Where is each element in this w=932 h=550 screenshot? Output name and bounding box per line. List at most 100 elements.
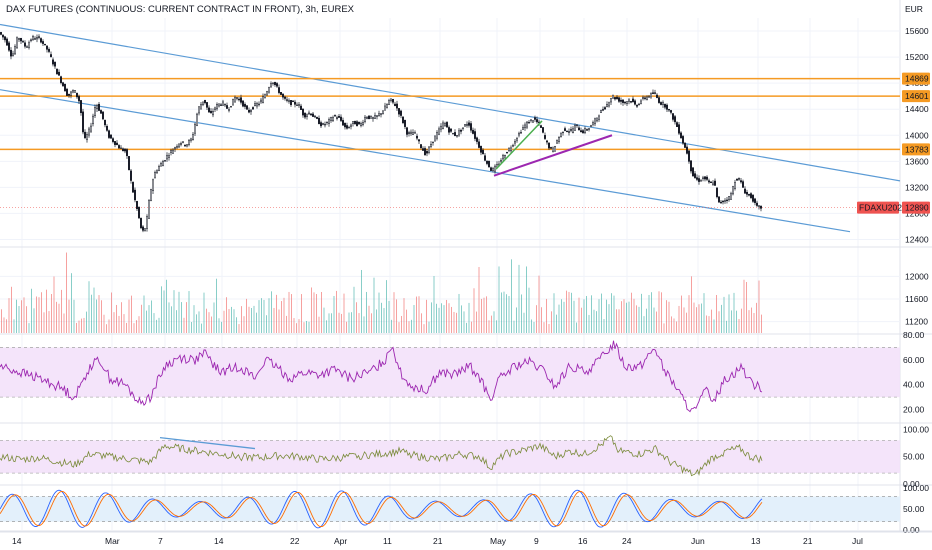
volume-bar: [568, 291, 570, 333]
volume-bar: [183, 317, 185, 333]
volume-bar: [203, 292, 205, 333]
volume-bar: [161, 286, 162, 333]
indicator2-band: [0, 440, 900, 474]
candle-body: [230, 105, 232, 108]
volume-bar: [273, 307, 275, 333]
candle-body: [374, 115, 376, 119]
volume-bar: [411, 319, 412, 333]
volume-bar: [303, 322, 305, 333]
candle-body: [10, 49, 12, 57]
volume-bar: [651, 292, 652, 333]
candle-body: [294, 101, 296, 105]
volume-bar: [126, 322, 127, 333]
volume-bar: [543, 322, 545, 333]
volume-bar: [506, 294, 507, 333]
volume-bar: [541, 307, 542, 333]
candle-body: [626, 101, 628, 105]
volume-bar: [238, 324, 240, 333]
volume-bar: [288, 291, 290, 333]
stoch-band: [0, 496, 900, 522]
candle-body: [710, 181, 712, 184]
candle-body: [392, 98, 394, 103]
candle-body: [616, 96, 618, 100]
volume-bar: [418, 296, 420, 333]
candle-body: [356, 121, 358, 126]
volume-bar: [348, 312, 350, 333]
volume-bar: [358, 313, 360, 333]
candle-body: [598, 115, 600, 120]
candle-body: [80, 100, 82, 114]
candle-body: [564, 128, 566, 131]
candle-body: [632, 98, 634, 103]
candle-body: [412, 132, 414, 135]
candle-body: [414, 132, 416, 134]
candle-body: [502, 155, 504, 160]
candle-body: [222, 101, 224, 106]
volume-bar: [263, 299, 265, 333]
volume-bar: [683, 307, 685, 333]
support-trend-line: [493, 134, 613, 177]
candle-body: [56, 68, 58, 75]
candle-body: [656, 94, 658, 98]
candle-body: [78, 96, 80, 102]
volume-bar: [518, 264, 520, 333]
candle-body: [678, 124, 680, 134]
candle-body: [492, 168, 494, 171]
volume-bar: [101, 300, 102, 333]
volume-bar: [431, 302, 432, 333]
candle-body: [746, 191, 748, 195]
candle-body: [264, 94, 266, 99]
candle-body: [730, 193, 732, 200]
candle-body: [652, 92, 654, 94]
volume-bar: [266, 315, 267, 333]
volume-bar: [343, 293, 345, 333]
candle-body: [446, 122, 448, 128]
x-tick-label: 24: [622, 536, 632, 546]
candle-body: [734, 182, 736, 189]
volume-bar: [23, 297, 25, 333]
volume-bar: [356, 302, 357, 333]
volume-bar: [501, 292, 502, 333]
x-tick-label: Jun: [691, 536, 705, 546]
volume-bar: [583, 299, 585, 333]
candle-body: [738, 178, 740, 180]
candle-body: [590, 125, 592, 128]
volume-bar: [561, 299, 562, 333]
candle-body: [260, 99, 262, 103]
volume-bar: [333, 296, 335, 333]
candle-body: [136, 201, 138, 210]
volume-bar: [48, 311, 50, 333]
volume-bar: [466, 322, 467, 333]
candle-body: [526, 121, 528, 128]
candle-body: [472, 129, 474, 134]
candle-body: [38, 36, 40, 38]
volume-bar: [436, 303, 437, 333]
candle-body: [272, 82, 274, 84]
candle-body: [262, 96, 264, 104]
volume-bar: [341, 313, 342, 333]
candle-body: [416, 135, 418, 139]
volume-bar: [676, 321, 677, 333]
volume-bar: [158, 317, 160, 333]
volume-bar: [688, 295, 690, 333]
volume-bar: [378, 292, 380, 333]
candle-body: [102, 111, 104, 120]
candle-body: [750, 193, 752, 198]
candle-body: [562, 131, 564, 134]
volume-bar: [256, 312, 257, 333]
candle-body: [358, 121, 360, 125]
candle-body: [736, 178, 738, 181]
candle-body: [18, 38, 20, 40]
candle-body: [448, 127, 450, 133]
candle-body: [466, 123, 468, 126]
x-tick-label: 14: [12, 536, 22, 546]
volume-bar: [403, 298, 405, 333]
volume-bar: [691, 276, 692, 333]
candle-body: [522, 127, 524, 130]
candle-body: [62, 82, 64, 87]
x-tick-label: 9: [534, 536, 539, 546]
candle-body: [270, 83, 272, 88]
candle-body: [702, 177, 704, 179]
candle-body: [742, 181, 744, 188]
